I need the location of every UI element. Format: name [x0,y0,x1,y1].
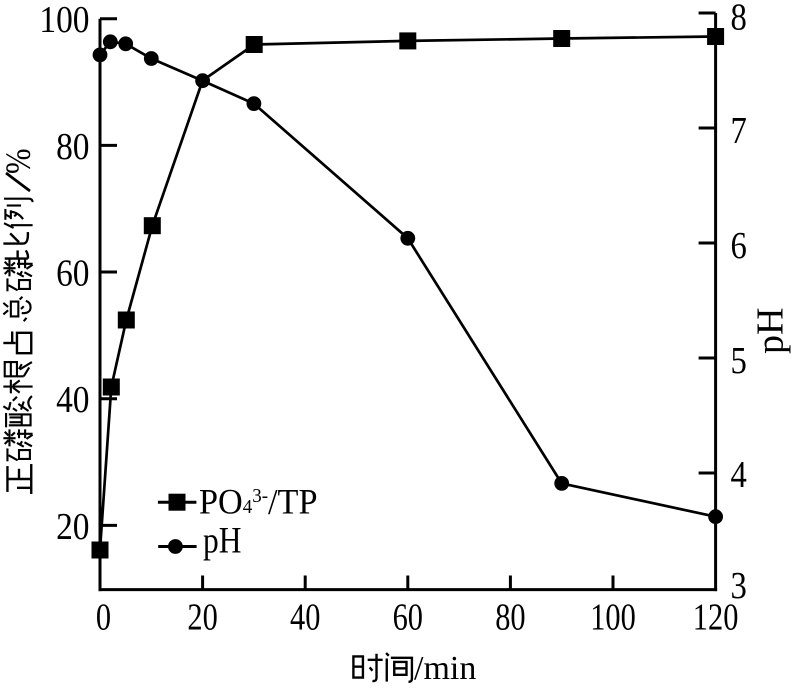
svg-text:5: 5 [731,339,747,382]
svg-text:0: 0 [96,596,111,638]
svg-text:20: 20 [56,505,89,547]
svg-text:3: 3 [731,564,747,607]
svg-text:120: 120 [693,596,739,638]
svg-text:60: 60 [56,252,89,294]
svg-text:PO43-/TP: PO43-/TP [199,482,317,522]
svg-text:80: 80 [495,596,525,638]
svg-text:100: 100 [39,0,89,41]
svg-text:%: % [0,149,39,174]
svg-text:6: 6 [731,224,747,267]
svg-text:20: 20 [187,596,217,638]
svg-text:7: 7 [731,109,747,152]
svg-text:100: 100 [590,596,636,638]
svg-text:8: 8 [731,0,747,38]
svg-text:pH: pH [750,308,792,354]
svg-text:40: 40 [56,378,89,420]
svg-text:/min: /min [414,650,476,687]
svg-text:4: 4 [731,453,748,496]
svg-text:80: 80 [56,125,89,167]
svg-text:pH: pH [203,520,241,561]
svg-text:40: 40 [290,596,320,638]
svg-text:60: 60 [393,596,423,638]
